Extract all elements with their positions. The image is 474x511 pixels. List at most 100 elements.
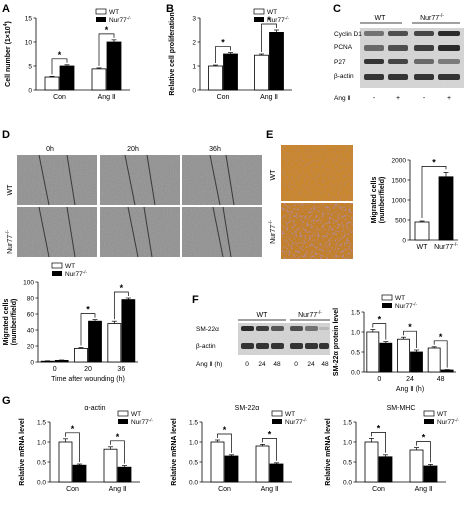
legend-label-wt: WT [437,411,447,418]
significance-star: * [432,157,436,167]
x-tick-label: Con [217,94,230,101]
x-tick-label: Nur77-/- [434,242,458,251]
y-tick-label: 1.5 [189,419,198,426]
bar [409,449,424,483]
blot-f-time: 0 [245,361,249,368]
wound-edge [146,154,156,206]
significance-star: * [378,315,382,325]
x-tick-label: Ang Ⅱ [98,94,116,101]
y-tick-label: 1.5 [343,419,352,426]
bar [117,466,132,483]
row-label-ko: Nur77-/- [5,230,14,254]
bar [58,441,73,483]
x-tick-label: Ang Ⅱ [261,486,279,493]
chart-alpha-actin-mrna: 0.0 0.5 1.0 1.5 Relative mRNA level α-actin Co… [19,405,153,493]
chart-smmhc-mrna: 0.0 0.5 1.0 1.5 Relative mRNA level SM-MHC Con… [325,405,459,493]
bar [121,299,136,363]
significance-star: * [439,332,443,342]
panel-label-a: A [2,3,10,15]
y-tick-label: 0.5 [343,459,352,466]
panel-label-d: D [2,129,10,141]
significance-bracket [261,23,277,52]
bar [106,41,122,91]
significance-bracket [416,441,431,463]
significance-bracket [215,46,231,64]
chart-title: SM-MHC [387,405,416,412]
significance-star: * [86,305,90,315]
bar [91,68,107,91]
y-axis-label: Migrated cells [3,299,10,346]
significance-star: * [105,25,109,35]
legend-swatch-wt [271,410,283,417]
bar [254,54,269,91]
bar [269,32,284,91]
y-axis-label: SM-22α protein level [333,308,340,376]
blot-f-ang-label: Ang Ⅱ (h) [196,361,222,368]
blot-f-ko-label: Nur77-/- [298,310,322,319]
y-tick-label: 1.0 [351,329,360,336]
panel-label-e: E [266,129,273,141]
x-tick-label: Con [66,486,79,493]
legend-label-wt: WT [65,263,75,270]
significance-star: * [267,15,271,25]
blot-f-time: 24 [258,361,266,368]
y-tick-label: 5 [28,63,32,70]
y-axis-label: Relative mRNA level [19,418,26,485]
y-tick-label: 0.5 [351,349,360,356]
blot-f-wt-label: WT [257,312,269,319]
bar [427,347,441,373]
y-tick-label: 80 [27,295,35,302]
micrograph-texture [17,155,97,205]
y-tick-label: 1000 [392,197,407,204]
bar [208,65,223,91]
y-tick-label: 10 [25,39,33,46]
wound-edge [222,206,232,258]
blot-c-band-label: β-actin [334,73,354,80]
y-tick-label: 1.0 [37,439,46,446]
blot-c-wt-label: WT [375,15,387,22]
blot-c-ko-label: Nur77-/- [420,13,444,22]
y-tick-label: 1500 [392,177,407,184]
bar [366,331,380,373]
panel-label-f: F [192,294,199,306]
significance-star: * [422,433,426,443]
blot-c-band-label: PCNA [334,44,353,51]
wound-edge [127,206,139,258]
x-tick-label: Ang Ⅱ [109,486,127,493]
x-tick-label: Con [372,486,385,493]
significance-star: * [223,425,227,435]
legend-swatch-ko [118,419,128,424]
bar [397,338,410,373]
bar [72,464,87,483]
legend-label-ko: Nur77-/- [285,418,307,427]
wound-edge [225,154,235,206]
y-tick-label: 0.5 [37,459,46,466]
legend-swatch-wt [95,8,107,15]
wound-edge [212,206,224,258]
wound-edge [38,154,50,206]
micrograph-texture [100,207,180,257]
y-tick-label: 500 [395,217,406,224]
y-tick-label: 0.5 [189,459,198,466]
chart-sm22-protein: 0.0 0.5 1.0 1.5 SM-22α protein level 0 * 24 * 48 *… [333,294,456,393]
row-label-wt: WT [7,184,14,196]
y-axis-label: Relative mRNA level [325,418,332,485]
legend-label-wt: WT [285,411,295,418]
y-tick-label: 0 [28,87,32,94]
blot-f-time: 48 [273,361,281,368]
micrograph-texture [17,207,97,257]
blot-c-ang-label: Ang Ⅱ [334,95,351,102]
y-axis-label: Relative cell proliferation [169,12,176,95]
y-tick-label: 100 [23,279,34,286]
time-label: 20h [127,146,139,153]
blot-c-ang-mark: + [396,95,400,102]
significance-bracket [421,166,447,218]
significance-star: * [71,424,75,434]
micrograph-texture [182,207,262,257]
x-tick-label: Ang Ⅱ [260,94,278,101]
bar [414,221,430,241]
